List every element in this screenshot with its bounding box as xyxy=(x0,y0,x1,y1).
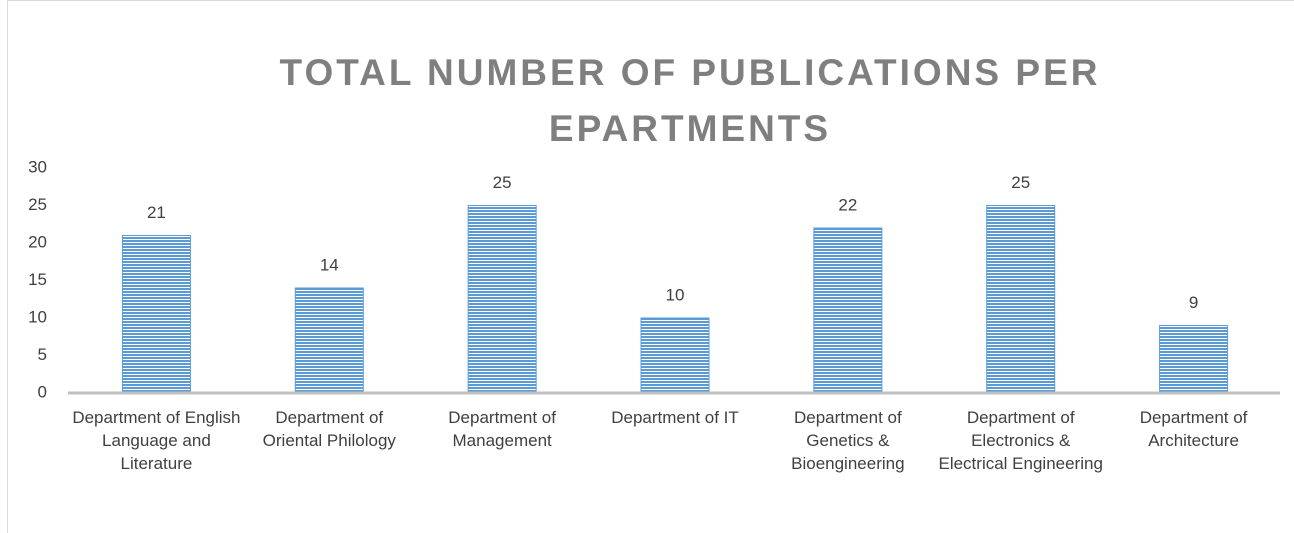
data-label: 10 xyxy=(666,285,685,304)
y-tick-label: 30 xyxy=(28,157,47,176)
bar xyxy=(121,235,191,394)
bar xyxy=(467,205,537,394)
data-label: 14 xyxy=(320,255,339,274)
chart-frame xyxy=(7,0,1294,533)
x-tick-label: Department of English Language and Liter… xyxy=(72,408,241,473)
x-tick-label: Department of Architecture xyxy=(1139,408,1248,450)
bar xyxy=(294,287,364,394)
bar xyxy=(1159,325,1229,394)
data-label: 21 xyxy=(147,203,166,222)
x-tick-label: Department of IT xyxy=(611,408,739,427)
bar xyxy=(813,227,883,394)
data-label: 25 xyxy=(1011,173,1030,192)
chart-title: TOTAL NUMBER OF PUBLICATIONS PER EPARTME… xyxy=(279,52,1101,149)
x-tick-label: Department of Management xyxy=(448,408,556,450)
data-label: 25 xyxy=(493,173,512,192)
y-tick-label: 20 xyxy=(28,232,47,251)
y-tick-label: 5 xyxy=(38,345,47,364)
x-tick-label: Department of Oriental Philology xyxy=(262,408,396,450)
bar xyxy=(640,317,710,394)
y-tick-label: 15 xyxy=(28,270,47,289)
bar xyxy=(986,205,1056,394)
data-label: 9 xyxy=(1189,293,1198,312)
x-tick-label: Department of Electronics & Electrical E… xyxy=(938,408,1103,473)
y-tick-label: 25 xyxy=(28,195,47,214)
x-tick-label: Department of Genetics & Bioengineering xyxy=(791,408,905,473)
data-label: 22 xyxy=(838,195,857,214)
y-tick-label: 0 xyxy=(38,382,47,401)
y-tick-label: 10 xyxy=(28,307,47,326)
